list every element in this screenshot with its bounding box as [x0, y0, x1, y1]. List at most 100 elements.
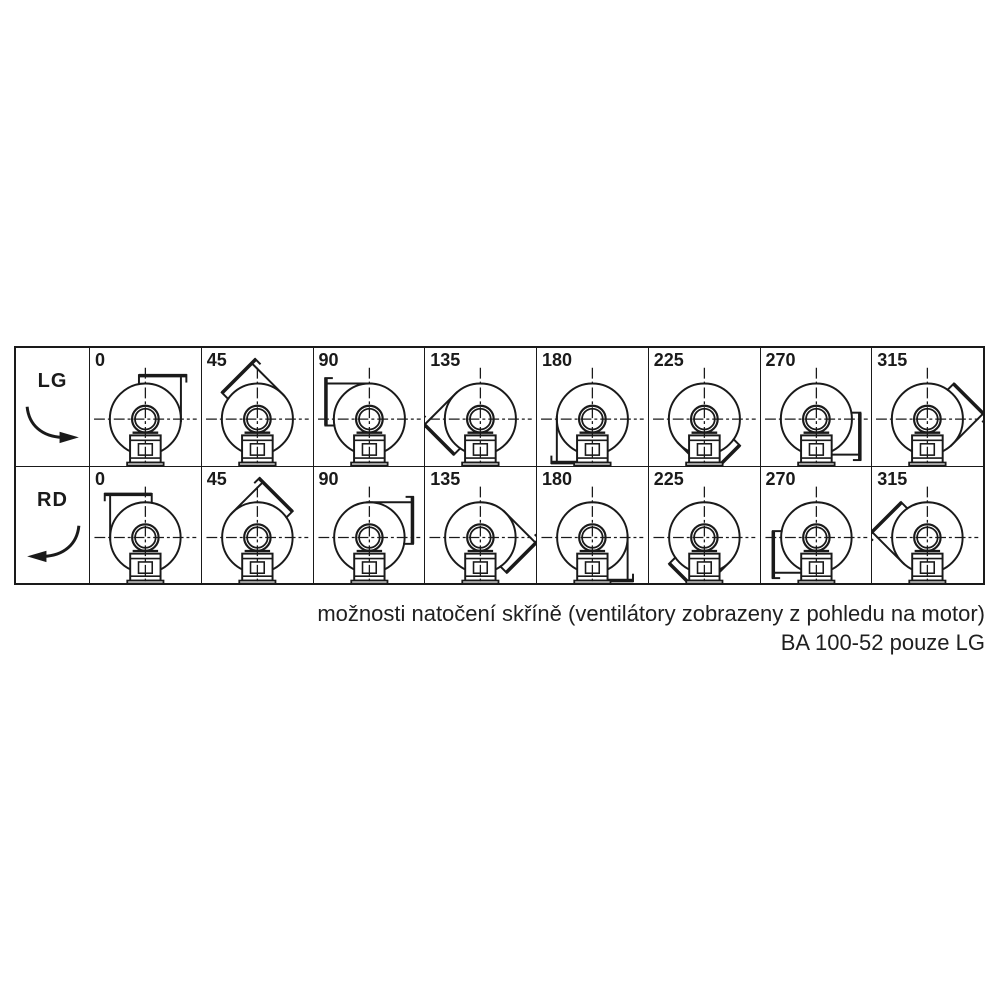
outlet-duct-wall — [425, 391, 459, 425]
row-header-rd: RD — [16, 465, 89, 583]
fan-cell-lg-45: 45 — [200, 348, 313, 466]
inlet-ring — [354, 522, 384, 552]
inlet-ring — [578, 522, 607, 552]
outlet-flange — [952, 382, 983, 419]
angle-label: 90 — [318, 350, 339, 370]
center-lines — [205, 367, 309, 466]
fan-diagram — [652, 367, 756, 466]
figure-caption: možnosti natočení skříně (ventilátory zo… — [185, 599, 985, 657]
inlet-ring — [466, 404, 496, 434]
fan-diagram — [872, 486, 979, 583]
inlet-ring — [131, 522, 160, 552]
inlet-ring — [242, 404, 272, 434]
fan-cell-rd-0: 0 — [89, 465, 201, 583]
inlet-ring — [801, 404, 831, 434]
inlet-ring — [242, 522, 272, 552]
outlet-duct-wall — [229, 481, 263, 515]
inlet-ring — [466, 522, 495, 552]
scroll-housing — [425, 382, 518, 457]
outlet-flange-lip — [253, 476, 261, 484]
outlet-flange — [425, 419, 456, 456]
angle-label: 315 — [877, 468, 908, 489]
fan-diagram — [541, 486, 644, 583]
fan-cell-lg-90: 90 — [312, 348, 425, 466]
row-header-lg: LG — [16, 348, 89, 466]
center-lines — [94, 486, 197, 583]
fan-diagram — [764, 486, 867, 583]
outlet-cutoff-step — [946, 382, 956, 392]
fan-cell-rd-180: 180 — [536, 465, 648, 583]
fan-diagram — [94, 367, 197, 466]
outlet-flange-lip — [253, 357, 261, 365]
center-lines — [764, 367, 868, 466]
angle-label: 135 — [430, 468, 461, 489]
angle-label: 225 — [653, 350, 684, 370]
outlet-flange-lip — [872, 533, 874, 541]
scroll-housing — [891, 382, 983, 456]
fan-diagram — [764, 367, 868, 466]
outlet-cutoff-step — [732, 437, 742, 448]
inlet-ring — [913, 404, 943, 434]
center-lines — [541, 367, 644, 466]
outlet-duct-wall — [872, 531, 906, 565]
angle-label: 90 — [318, 468, 339, 489]
outlet-duct-wall — [251, 363, 286, 397]
scroll-housing — [220, 357, 294, 456]
inlet-ring — [689, 522, 719, 552]
center-lines — [429, 367, 532, 466]
outlet-cutoff-step — [499, 564, 509, 574]
outlet-cutoff-step — [667, 555, 677, 565]
rotation-cw-arrow-icon — [26, 525, 80, 562]
angle-label: 270 — [765, 468, 796, 489]
angle-label: 315 — [877, 350, 908, 370]
center-lines — [764, 486, 867, 583]
fan-cell-lg-180: 180 — [536, 348, 648, 466]
center-lines — [317, 486, 420, 583]
center-lines — [94, 367, 197, 466]
fan-diagram — [653, 486, 756, 583]
outlet-duct-wall — [502, 509, 536, 543]
rotation-options-table: LG 0 45 90 135 180 225 270 315 RD 0 45 90 135 180 225 27… — [14, 346, 985, 585]
angle-label: 180 — [542, 468, 573, 489]
fan-diagram — [425, 367, 532, 466]
fan-diagram — [205, 357, 309, 466]
fan-diagram — [317, 486, 420, 583]
outlet-cutoff-step — [220, 391, 230, 401]
outlet-flange — [872, 500, 903, 537]
fan-cell-lg-270: 270 — [759, 348, 872, 466]
scroll-housing — [220, 476, 294, 574]
outlet-flange-lip — [425, 415, 427, 423]
scroll-housing — [872, 500, 964, 574]
rotation-ccw-arrow-icon — [25, 406, 79, 444]
inlet-ring — [577, 404, 607, 434]
rotation-label-rd: RD — [37, 488, 68, 511]
fan-cell-rd-90: 90 — [312, 465, 425, 583]
fan-cell-rd-270: 270 — [759, 465, 872, 583]
center-lines — [653, 486, 756, 583]
fan-cell-lg-0: 0 — [89, 348, 201, 466]
center-lines — [429, 486, 532, 583]
outlet-flange — [220, 357, 257, 395]
fan-cell-lg-315: 315 — [871, 348, 983, 466]
outlet-flange-lip — [534, 533, 536, 541]
angle-label: 135 — [430, 350, 461, 370]
outlet-cutoff-step — [284, 509, 294, 519]
angle-label: 45 — [206, 350, 227, 370]
angle-label: 225 — [653, 468, 684, 489]
fan-cell-rd-135: 135 — [424, 465, 536, 583]
outlet-flange — [257, 476, 294, 513]
fan-diagram — [429, 486, 536, 583]
scroll-housing — [444, 500, 536, 574]
angle-label: 270 — [765, 350, 796, 370]
rotation-label-lg: LG — [37, 370, 68, 392]
outlet-cutoff-step — [452, 447, 462, 457]
inlet-ring — [801, 522, 831, 552]
fan-cell-lg-225: 225 — [647, 348, 760, 466]
inlet-ring — [130, 404, 160, 434]
center-lines — [876, 367, 979, 466]
center-lines — [876, 486, 979, 583]
caption-line-1: možnosti natočení skříně (ventilátory zo… — [317, 601, 985, 626]
center-lines — [206, 486, 309, 583]
caption-line-2: BA 100-52 pouze LG — [780, 630, 985, 655]
